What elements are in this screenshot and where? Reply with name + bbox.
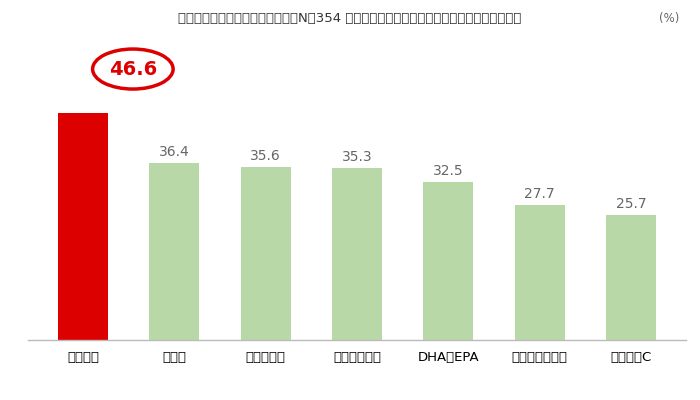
Bar (606, 215, 656, 340)
Bar (332, 168, 382, 340)
Text: 35.6: 35.6 (251, 149, 281, 163)
Text: 25.7: 25.7 (616, 197, 646, 211)
Text: 32.5: 32.5 (433, 164, 463, 178)
Text: 36.4: 36.4 (159, 145, 190, 159)
Bar (514, 205, 565, 340)
Text: 27.7: 27.7 (524, 187, 555, 201)
Text: 46.6: 46.6 (108, 60, 157, 78)
Bar (424, 182, 473, 340)
Bar (58, 113, 108, 340)
Bar (241, 166, 290, 340)
Text: マーガリンに欲しい成分／機能（N＝354 ヘルシータイプマーガリンユーザー）　当社調べ: マーガリンに欲しい成分／機能（N＝354 ヘルシータイプマーガリンユーザー） 当… (178, 12, 522, 25)
Bar (149, 163, 199, 340)
Text: 35.3: 35.3 (342, 150, 372, 164)
Text: (%): (%) (659, 12, 679, 25)
